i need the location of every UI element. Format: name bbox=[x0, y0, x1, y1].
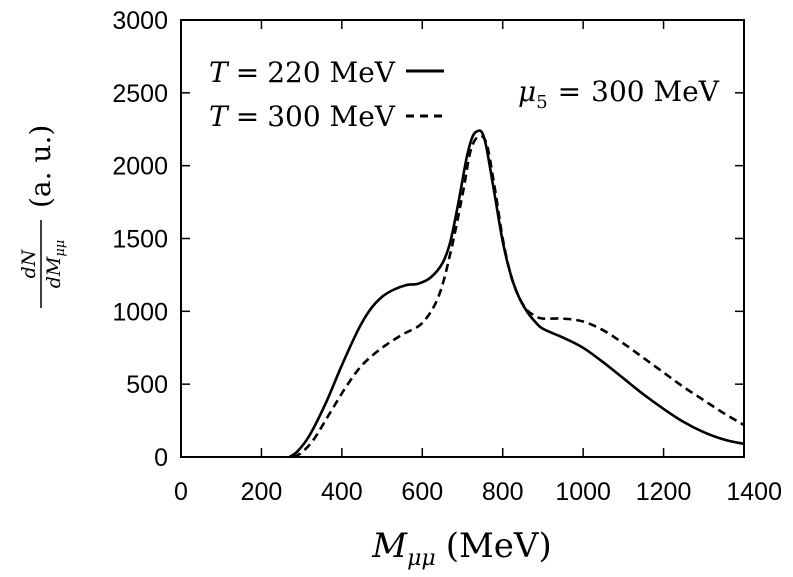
x-tick-label: 800 bbox=[482, 478, 524, 506]
x-tick-label: 1200 bbox=[636, 478, 692, 506]
x-tick-label: 1000 bbox=[555, 478, 611, 506]
x-tick-label: 0 bbox=[174, 478, 188, 506]
series-line-t220 bbox=[288, 129, 745, 459]
x-tick-label: 400 bbox=[321, 478, 363, 506]
legend: T = 220 MeV T = 300 MeV bbox=[209, 56, 444, 133]
x-axis-label: Mμμ (MeV) bbox=[371, 526, 551, 571]
y-tick-label: 2500 bbox=[112, 80, 168, 108]
y-tick-label: 3000 bbox=[112, 7, 168, 35]
y-label-unit: (a. u.) bbox=[24, 125, 57, 208]
y-tick-label: 500 bbox=[126, 371, 168, 399]
y-label-denominator: dMμμ bbox=[43, 240, 68, 289]
y-tick-label: 1500 bbox=[112, 226, 168, 254]
axis-ticks: 0 200 400 600 800 1000 1200 1400 0 500 1000 1500 200… bbox=[112, 7, 782, 506]
y-tick-label: 1000 bbox=[112, 298, 168, 326]
legend-entry-300: T = 300 MeV bbox=[209, 100, 396, 133]
legend-entry-220: T = 220 MeV bbox=[209, 56, 396, 89]
y-axis-label: dN dMμμ (a. u.) bbox=[18, 125, 68, 308]
x-tick-label: 600 bbox=[401, 478, 443, 506]
series-layer bbox=[288, 129, 745, 459]
y-tick-label: 0 bbox=[154, 444, 168, 472]
y-tick-label: 2000 bbox=[112, 153, 168, 181]
series-line-t300 bbox=[292, 134, 745, 459]
mu5-annotation: μ5 = 300 MeV bbox=[518, 75, 720, 113]
y-label-numerator: dN bbox=[18, 248, 40, 278]
x-tick-label: 200 bbox=[241, 478, 283, 506]
x-tick-label: 1400 bbox=[726, 478, 782, 506]
